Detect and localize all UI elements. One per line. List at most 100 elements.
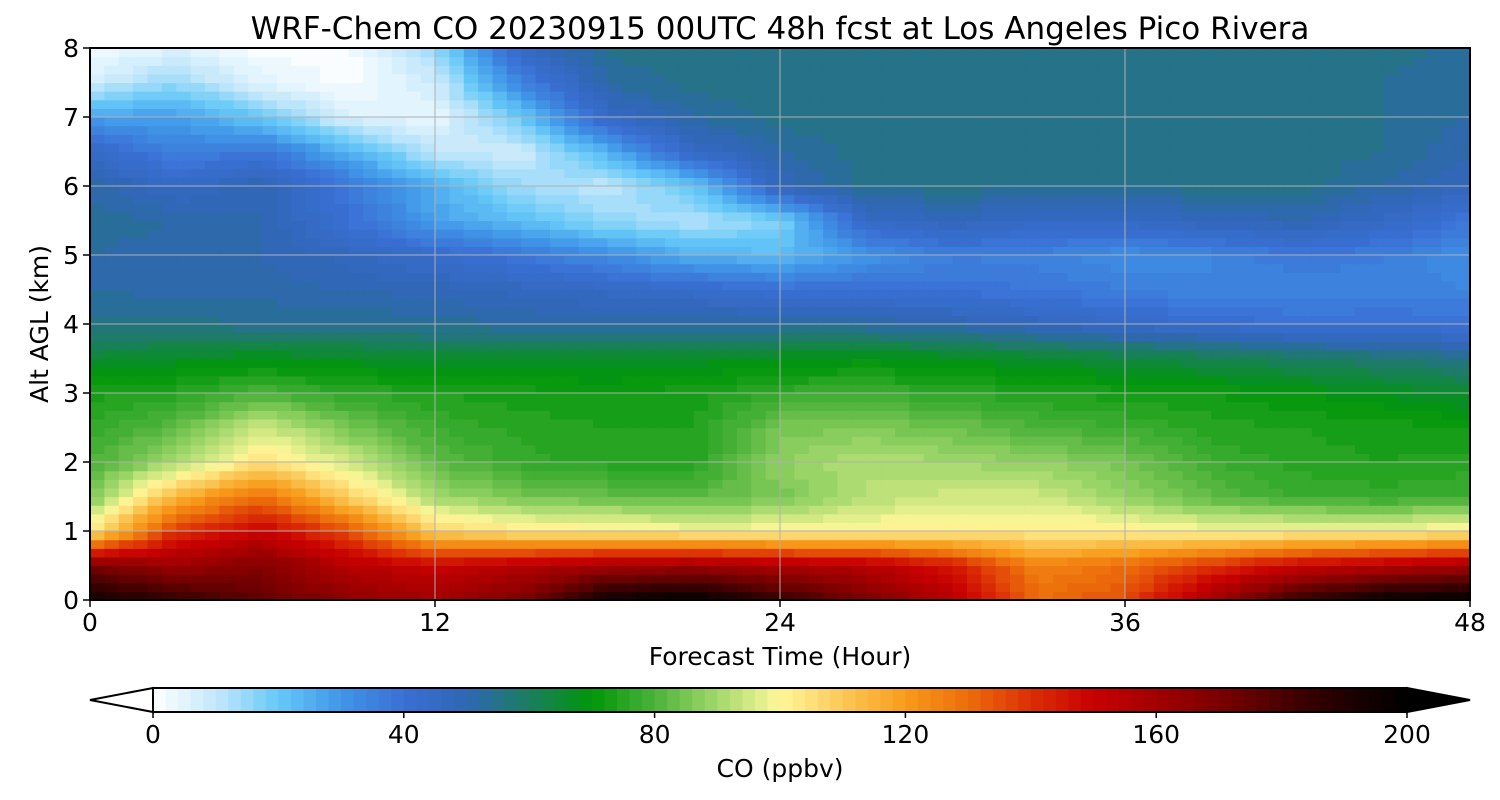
heatmap-cell [1010, 393, 1025, 403]
heatmap-cell [377, 418, 393, 429]
heatmap-cell [550, 591, 565, 601]
heatmap-cell [966, 168, 982, 178]
heatmap-cell [320, 487, 335, 498]
heatmap-cell [981, 375, 997, 385]
heatmap-cell [722, 246, 738, 256]
heatmap-cell [808, 246, 824, 256]
heatmap-cell [190, 229, 206, 239]
heatmap-cell [1139, 306, 1155, 316]
heatmap-cell [765, 151, 781, 161]
heatmap-cell [1426, 186, 1442, 196]
heatmap-cell [794, 324, 810, 334]
heatmap-cell [363, 582, 379, 592]
heatmap-cell [866, 168, 882, 178]
heatmap-cell [1240, 591, 1255, 601]
heatmap-cell [1196, 427, 1212, 437]
heatmap-cell [1340, 384, 1356, 394]
heatmap-cell [118, 324, 134, 334]
heatmap-cell [1168, 505, 1184, 515]
heatmap-cell [1182, 505, 1198, 515]
heatmap-cell [190, 332, 206, 342]
heatmap-cell [1153, 574, 1169, 584]
heatmap-cell [1110, 306, 1126, 316]
heatmap-cell [262, 263, 278, 273]
heatmap-cell [147, 255, 163, 265]
heatmap-cell [1340, 401, 1356, 411]
heatmap-cell [995, 298, 1011, 308]
heatmap-cell [550, 186, 565, 196]
heatmap-cell [176, 479, 192, 489]
heatmap-cell [1355, 280, 1370, 291]
heatmap-cell [291, 263, 307, 273]
heatmap-cell [118, 453, 134, 463]
heatmap-cell [607, 505, 623, 515]
heatmap-cell [808, 565, 824, 575]
heatmap-cell [1311, 531, 1327, 541]
heatmap-cell [550, 427, 565, 437]
heatmap-cell [765, 246, 781, 256]
heatmap-cell [1182, 462, 1198, 472]
heatmap-cell [176, 565, 192, 575]
heatmap-cell [665, 263, 680, 273]
heatmap-cell [866, 418, 882, 429]
heatmap-cell [262, 211, 278, 222]
heatmap-cell [1024, 401, 1040, 411]
heatmap-cell [219, 324, 235, 334]
heatmap-cell [104, 539, 120, 549]
heatmap-cell [391, 203, 407, 213]
heatmap-cell [794, 548, 810, 558]
heatmap-cell [305, 211, 321, 222]
heatmap-cell [492, 237, 508, 247]
heatmap-cell [1053, 505, 1069, 515]
heatmap-cell [895, 280, 910, 291]
heatmap-cell [909, 332, 925, 342]
heatmap-cell [377, 298, 393, 308]
heatmap-cell [1038, 548, 1054, 558]
heatmap-cell [1412, 565, 1428, 575]
heatmap-cell [665, 367, 680, 377]
heatmap-cell [1326, 582, 1342, 592]
heatmap-cell [1383, 444, 1399, 454]
heatmap-cell [708, 160, 724, 170]
heatmap-cell [1038, 401, 1054, 411]
heatmap-cell [1240, 427, 1255, 437]
heatmap-cell [276, 393, 292, 403]
heatmap-cell [708, 522, 724, 532]
heatmap-cell [1412, 522, 1428, 532]
heatmap-cell [751, 263, 767, 273]
heatmap-cell [205, 358, 220, 368]
heatmap-cell [305, 453, 321, 463]
heatmap-cell [377, 324, 393, 334]
heatmap-cell [1355, 194, 1370, 204]
heatmap-cell [463, 298, 479, 308]
heatmap-cell [851, 427, 867, 437]
heatmap-cell [262, 194, 278, 204]
heatmap-cell [1225, 479, 1241, 489]
heatmap-cell [1412, 186, 1428, 196]
heatmap-cell [636, 220, 652, 230]
heatmap-cell [435, 401, 450, 411]
heatmap-cell [406, 272, 422, 282]
heatmap-cell [593, 289, 609, 299]
heatmap-cell [176, 496, 192, 506]
heatmap-cell [665, 565, 680, 575]
heatmap-cell [104, 496, 120, 506]
heatmap-cell [636, 393, 652, 403]
heatmap-cell [1125, 539, 1140, 549]
heatmap-cell [794, 410, 810, 420]
heatmap-cell [176, 255, 192, 265]
heatmap-cell [1168, 237, 1184, 247]
heatmap-cell [1369, 591, 1385, 601]
heatmap-cell [1240, 151, 1255, 161]
heatmap-cell [722, 505, 738, 515]
heatmap-cell [233, 462, 249, 472]
heatmap-cell [722, 315, 738, 325]
heatmap-cell [291, 349, 307, 360]
heatmap-cell [593, 565, 609, 575]
heatmap-cell [923, 393, 939, 403]
heatmap-cell [1297, 367, 1313, 377]
heatmap-cell [205, 332, 220, 342]
heatmap-cell [866, 160, 882, 170]
heatmap-cell [478, 513, 494, 523]
heatmap-cell [794, 487, 810, 498]
